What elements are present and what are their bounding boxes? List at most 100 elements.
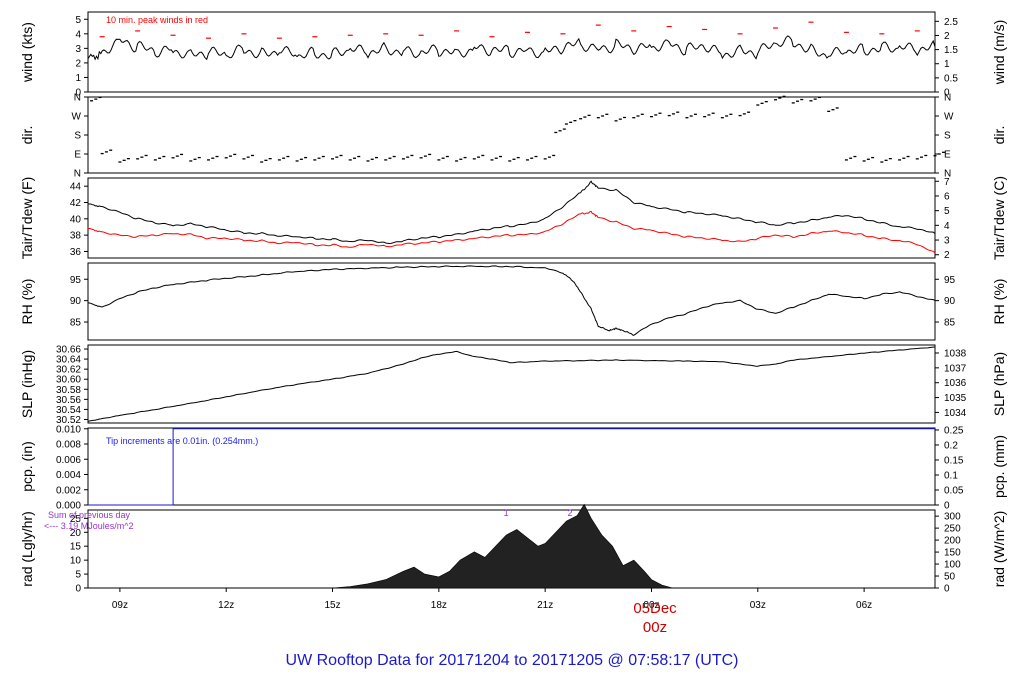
slp-ylabel-left: SLP (inHg) (19, 350, 35, 418)
rad-right-tick-label: 200 (944, 536, 961, 547)
rad-left-tick-label: 25 (70, 514, 82, 525)
x-tick-label: 09z (112, 600, 128, 611)
slp-right-tick-label: 1034 (944, 408, 967, 419)
pcp-right-tick-label: 0.05 (944, 485, 964, 496)
pcp-series-line (88, 428, 935, 506)
wind-ylabel-left: wind (kts) (19, 22, 35, 83)
rad-left-tick-label: 5 (75, 570, 81, 581)
slp-right-tick-label: 1036 (944, 378, 967, 389)
slp-left-tick-label: 30.64 (56, 355, 81, 366)
pcp-frame (87, 427, 936, 506)
slp-series-line (87, 346, 936, 422)
rh-frame (87, 262, 936, 341)
pcp-right-tick-label: 0.2 (944, 440, 958, 451)
pcp-right-tick-label: 0.1 (944, 470, 958, 481)
pcp-left-tick-label: 0.006 (56, 455, 81, 466)
slp-left-tick-label: 30.54 (56, 405, 81, 416)
rad-left-tick-label: 20 (70, 528, 82, 539)
wind-right-tick-label: 0.5 (944, 73, 958, 84)
figure-title: UW Rooftop Data for 20171204 to 20171205… (286, 652, 739, 669)
rad-right-tick-label: 150 (944, 548, 961, 559)
wind-left-tick-label: 5 (75, 15, 81, 26)
pcp-left-tick-label: 0.010 (56, 424, 81, 435)
pcp-ylabel-right: pcp. (mm) (991, 435, 1007, 498)
dir-right-tick-label: W (944, 112, 954, 123)
dir-right-tick-label: E (944, 150, 951, 161)
dir-left-tick-label: W (72, 112, 82, 123)
temp-left-tick-label: 40 (70, 214, 82, 225)
temp-left-tick-label: 38 (70, 231, 82, 242)
dir-left-tick-label: N (74, 169, 81, 180)
dir-left-tick-label: N (74, 93, 81, 104)
slp-ylabel-right: SLP (hPa) (991, 352, 1007, 416)
pcp-ylabel-left: pcp. (in) (19, 441, 35, 492)
rad-left-tick-label: 15 (70, 542, 82, 553)
temp-left-tick-label: 42 (70, 198, 82, 209)
pcp-left-tick-label: 0.002 (56, 485, 81, 496)
temp-right-tick-label: 7 (944, 177, 950, 188)
rad-right-tick-label: 0 (944, 584, 950, 595)
tdew-series-line (87, 210, 936, 254)
slp-left-tick-label: 30.60 (56, 375, 81, 386)
wind-right-tick-label: 1 (944, 59, 950, 70)
rh-right-tick-label: 95 (944, 275, 956, 286)
temp-left-tick-label: 44 (70, 182, 82, 193)
wind-series-line (87, 35, 936, 61)
x-tick-label: 12z (218, 600, 234, 611)
x-tick-label: 03z (750, 600, 766, 611)
slp-right-tick-label: 1037 (944, 363, 967, 374)
pcp-tip-note: Tip increments are 0.01in. (0.254mm.) (106, 436, 258, 446)
slp-left-tick-label: 30.56 (56, 395, 81, 406)
rh-left-tick-label: 85 (70, 318, 82, 329)
x-tick-label: 21z (537, 600, 553, 611)
temp-ylabel-left: Tair/Tdew (F) (19, 177, 35, 259)
wind-frame (87, 11, 936, 93)
wind-right-tick-label: 2.5 (944, 17, 958, 28)
dir-right-tick-label: S (944, 131, 951, 142)
date-sub-label: 00z (643, 619, 667, 636)
rad-ylabel-right: rad (W/m^2) (991, 511, 1007, 588)
wind-right-tick-label: 0 (944, 88, 950, 99)
temp-right-tick-label: 4 (944, 221, 950, 232)
wind-ylabel-right: wind (m/s) (991, 20, 1007, 86)
rad-marker-label: 1 (504, 508, 509, 518)
rad-marker-label: 2 (567, 508, 572, 518)
temp-right-tick-label: 5 (944, 206, 950, 217)
temp-left-tick-label: 36 (70, 247, 82, 258)
rad-right-tick-label: 250 (944, 524, 961, 535)
rad-left-tick-label: 0 (75, 584, 81, 595)
rh-right-tick-label: 90 (944, 296, 956, 307)
wind-left-tick-label: 4 (75, 29, 81, 40)
pcp-right-tick-label: 0.15 (944, 455, 964, 466)
rad-ylabel-left: rad (Lgly/hr) (19, 511, 35, 586)
rh-left-tick-label: 95 (70, 275, 82, 286)
dir-ylabel-left: dir. (19, 126, 35, 145)
wind-right-tick-label: 2 (944, 31, 950, 42)
slp-left-tick-label: 30.66 (56, 345, 81, 356)
wind-right-tick-label: 1.5 (944, 45, 958, 56)
slp-left-tick-label: 30.58 (56, 385, 81, 396)
temp-right-tick-label: 2 (944, 250, 950, 261)
x-tick-label: 06z (856, 600, 872, 611)
slp-left-tick-label: 30.52 (56, 415, 81, 426)
rad-right-tick-label: 50 (944, 572, 956, 583)
temp-frame (87, 177, 936, 259)
tair-series-line (87, 180, 936, 245)
rad-sum-note-line1: Sum of previous day (48, 510, 131, 520)
rh-ylabel-right: RH (%) (991, 279, 1007, 325)
date-label: 05Dec (633, 600, 677, 617)
dir-right-tick-label: N (944, 93, 951, 104)
wind-left-tick-label: 1 (75, 73, 81, 84)
temp-right-tick-label: 6 (944, 191, 950, 202)
pcp-right-tick-label: 0 (944, 501, 950, 512)
pcp-left-tick-label: 0.008 (56, 440, 81, 451)
x-tick-label: 15z (324, 600, 340, 611)
wind-left-tick-label: 0 (75, 88, 81, 99)
rh-left-tick-label: 90 (70, 296, 82, 307)
temp-right-tick-label: 3 (944, 236, 950, 247)
wind-left-tick-label: 3 (75, 44, 81, 55)
slp-frame (87, 344, 936, 424)
rh-ylabel-left: RH (%) (19, 279, 35, 325)
rad-right-tick-label: 100 (944, 560, 961, 571)
